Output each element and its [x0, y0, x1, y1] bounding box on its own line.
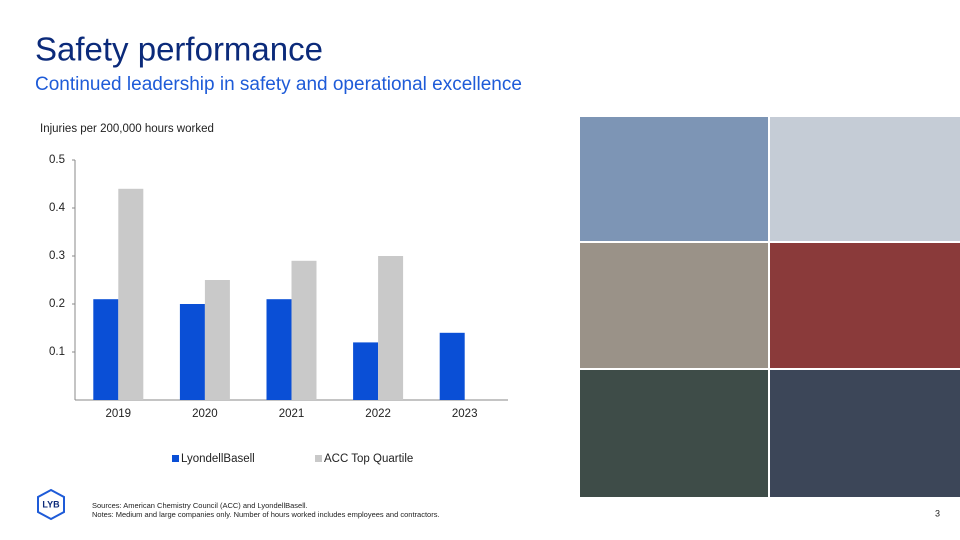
- logo-shape: [37, 488, 65, 521]
- photo: [580, 243, 768, 368]
- y-axis-label: Injuries per 200,000 hours worked: [40, 123, 214, 135]
- x-tick-label: 2020: [192, 408, 218, 420]
- legend-swatch: [172, 455, 179, 462]
- logo-text: LYB: [42, 499, 60, 509]
- bar: [378, 256, 404, 400]
- y-tick-label: 0.5: [49, 154, 65, 166]
- legend-label: LyondellBasell: [181, 453, 255, 465]
- x-tick-label: 2019: [106, 408, 132, 420]
- legend-label: ACC Top Quartile: [324, 453, 413, 465]
- bar: [204, 280, 230, 400]
- sources: Sources: American Chemistry Council (ACC…: [92, 501, 308, 510]
- bar: [118, 188, 144, 400]
- x-tick-label: 2023: [452, 408, 478, 420]
- bar: [266, 299, 292, 400]
- y-tick-label: 0.3: [49, 250, 65, 262]
- y-tick-label: 0.4: [49, 202, 66, 214]
- bar: [291, 260, 317, 400]
- photo: [770, 117, 960, 241]
- bar: [353, 342, 379, 400]
- photo: [770, 370, 960, 497]
- photos: [580, 117, 960, 497]
- legend-swatch: [315, 455, 322, 462]
- slide-title: Safety performance: [35, 31, 323, 68]
- bar: [93, 299, 119, 400]
- page-number: 3: [935, 508, 940, 518]
- bar: [439, 332, 465, 400]
- x-tick-label: 2022: [365, 408, 391, 420]
- slide-subtitle: Continued leadership in safety and opera…: [35, 74, 522, 95]
- photo: [770, 243, 960, 368]
- photo: [580, 370, 768, 497]
- bar: [179, 304, 205, 400]
- notes: Notes: Medium and large companies only. …: [92, 510, 440, 519]
- photo: [580, 117, 768, 241]
- y-tick-label: 0.2: [49, 298, 65, 310]
- y-tick-label: 0.1: [49, 346, 65, 358]
- x-tick-label: 2021: [279, 408, 305, 420]
